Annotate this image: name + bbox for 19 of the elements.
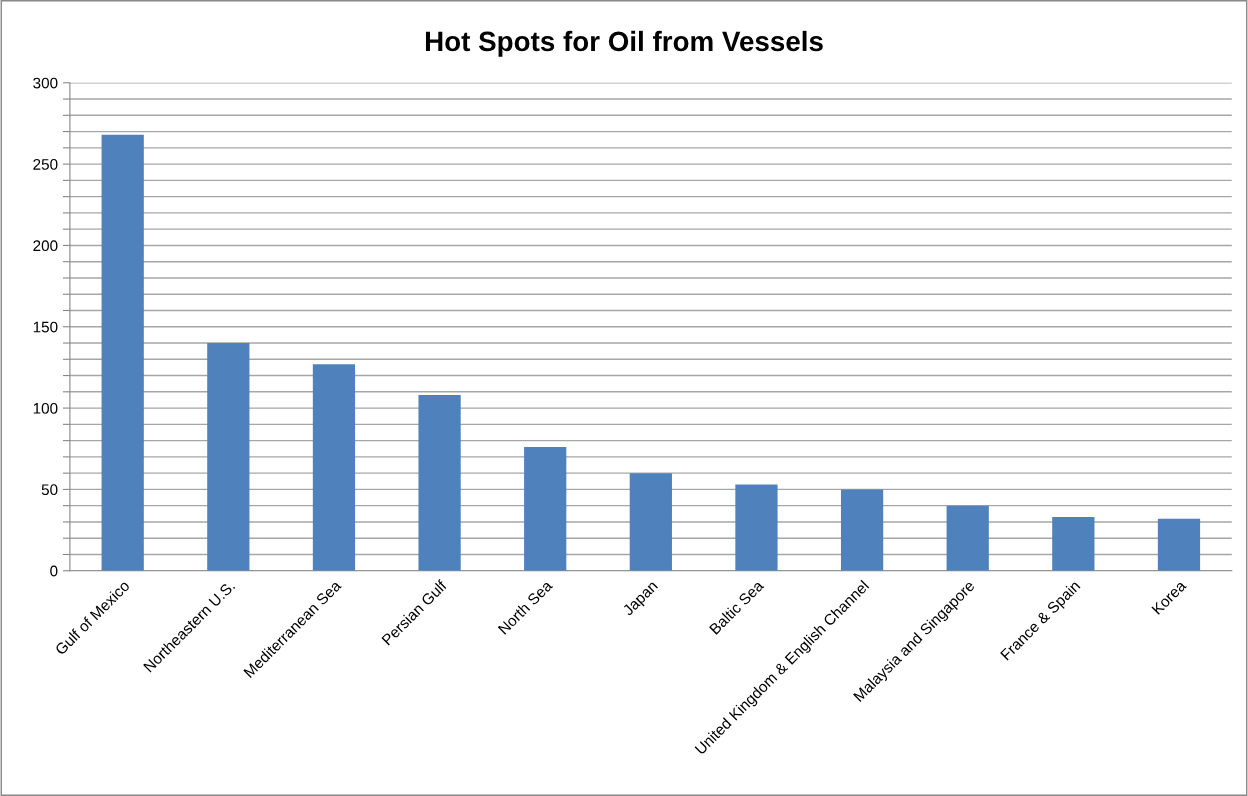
bar (207, 343, 250, 571)
bar (101, 134, 144, 571)
bar (1157, 518, 1201, 571)
y-tick-label: 0 (50, 565, 58, 577)
bar (840, 489, 884, 571)
y-tick-label: 250 (33, 158, 58, 170)
bar (524, 447, 567, 571)
bar (312, 364, 356, 571)
y-tick-label: 200 (33, 240, 58, 252)
y-tick-label: 100 (33, 402, 58, 414)
y-tick-label: 50 (41, 484, 58, 496)
bar (735, 484, 778, 571)
bar (418, 395, 461, 571)
y-tick-label: 150 (33, 321, 58, 333)
bar (946, 505, 989, 571)
bar (1052, 517, 1095, 571)
chart-title: Hot Spots for Oil from Vessels (425, 30, 823, 57)
bar (629, 473, 672, 571)
y-tick-label: 300 (33, 77, 58, 89)
